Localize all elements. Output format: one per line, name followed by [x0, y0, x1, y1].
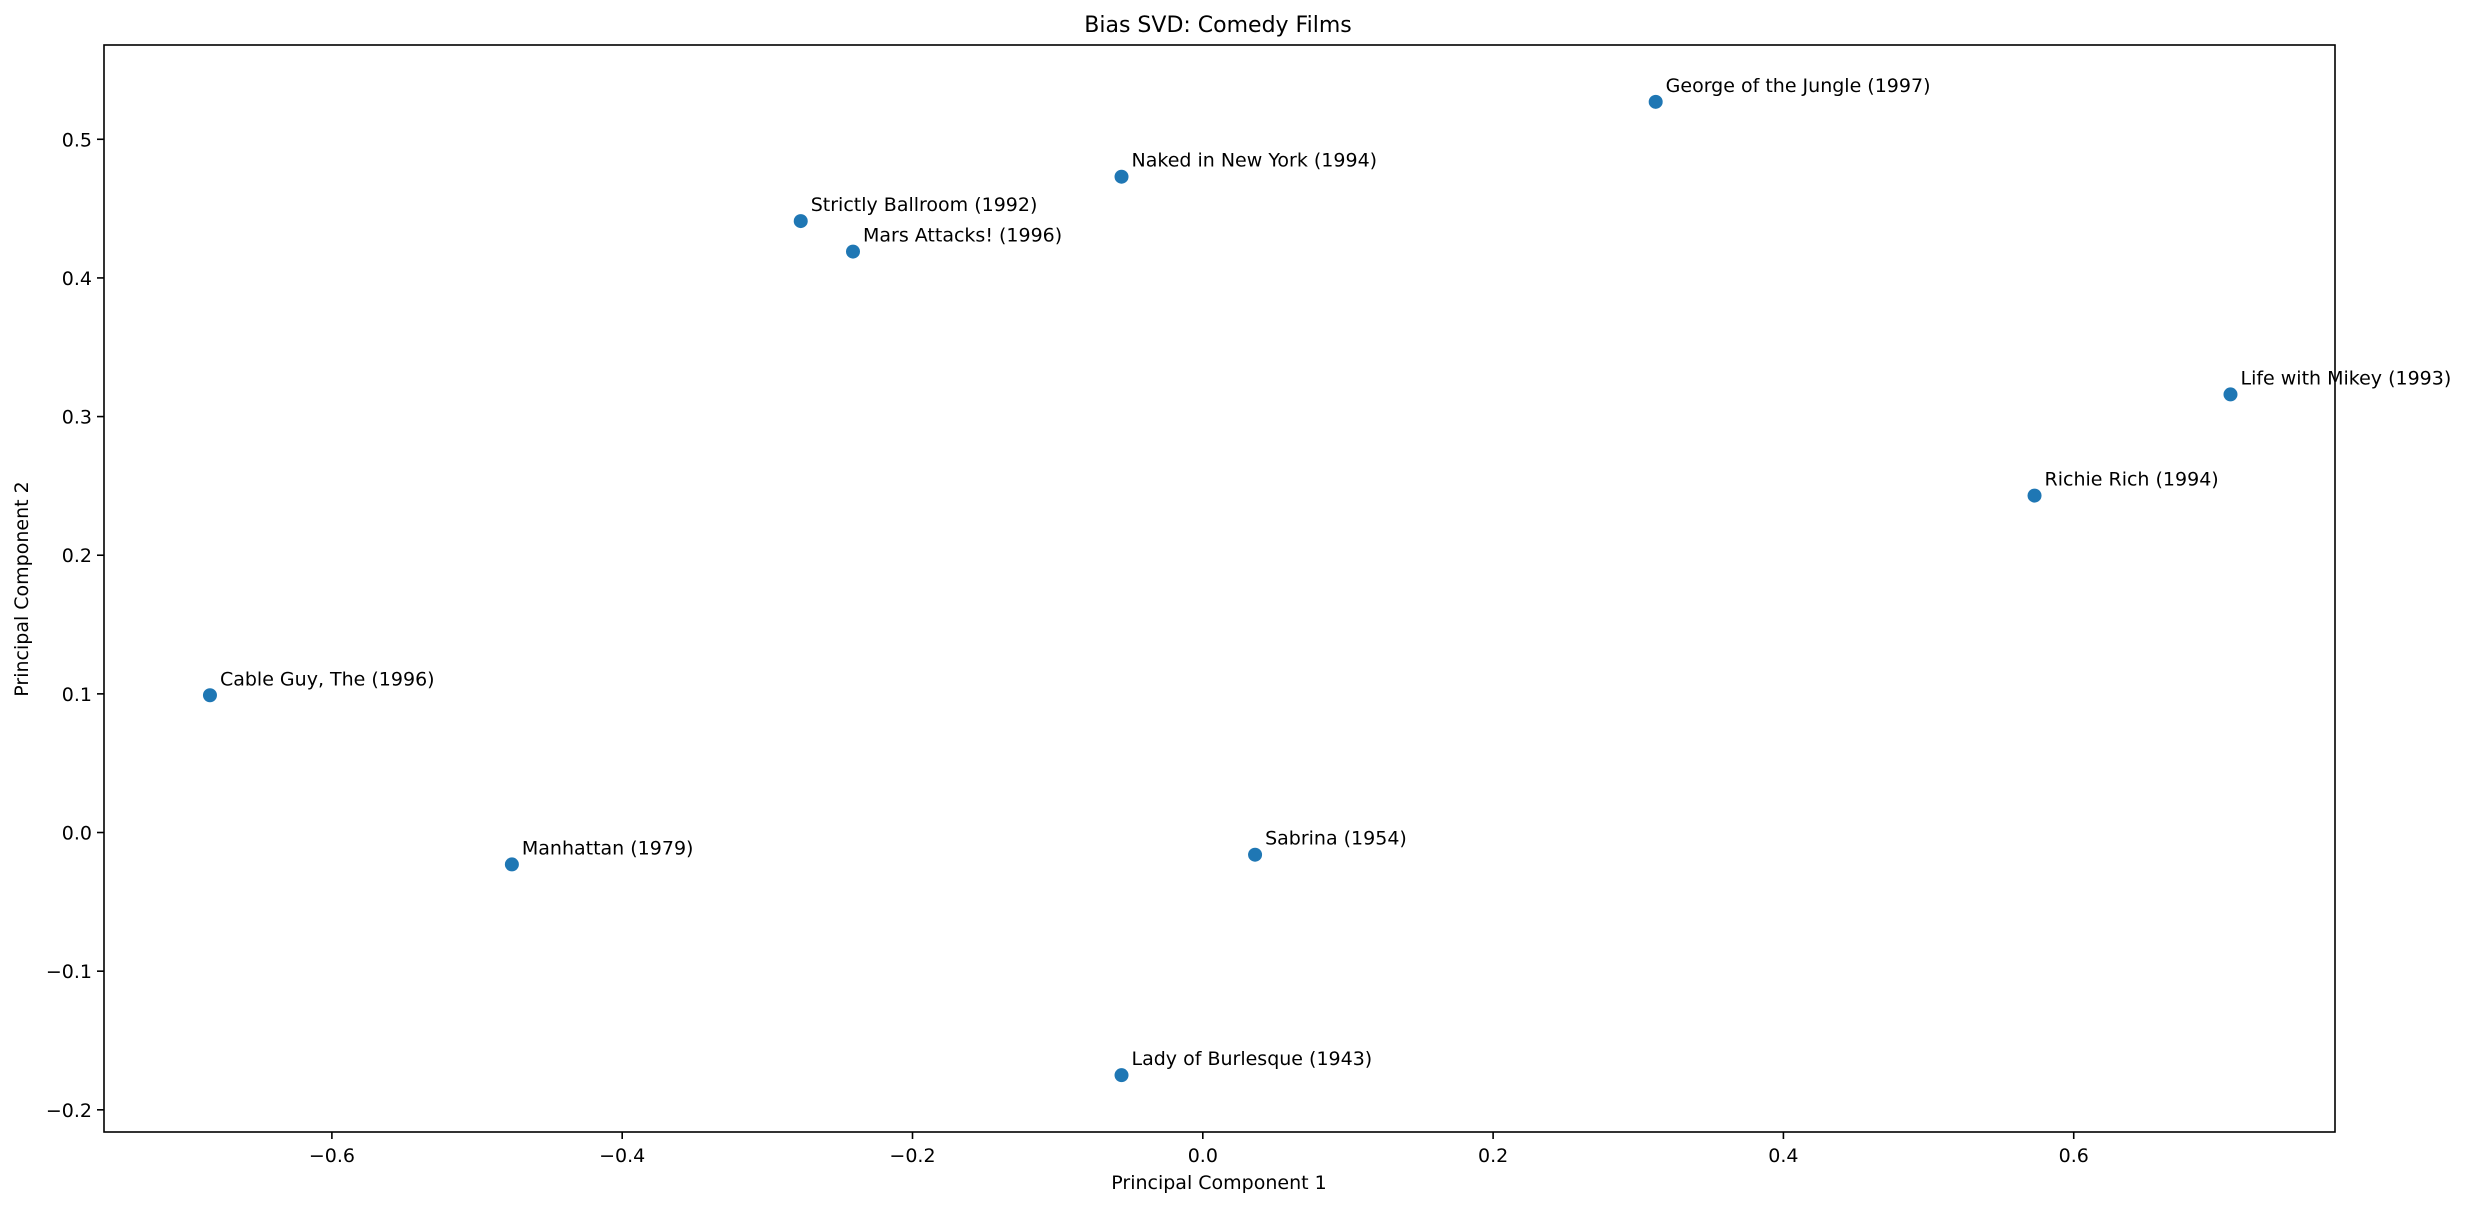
y-tick-label: 0.4	[62, 268, 92, 290]
y-tick-label: 0.1	[62, 684, 92, 706]
x-axis-label: Principal Component 1	[1111, 1172, 1326, 1194]
point-label: Sabrina (1954)	[1265, 828, 1407, 850]
y-tick-label: 0.0	[62, 823, 92, 845]
y-tick-label: 0.3	[62, 407, 92, 429]
point-label: Naked in New York (1994)	[1132, 150, 1378, 172]
point-label: George of the Jungle (1997)	[1666, 75, 1931, 97]
point-label: Life with Mikey (1993)	[2240, 367, 2451, 389]
data-point	[793, 214, 808, 229]
point-label: Lady of Burlesque (1943)	[1132, 1048, 1373, 1070]
x-tick-label: −0.4	[599, 1145, 645, 1167]
y-tick-label: −0.2	[46, 1100, 92, 1122]
x-tick-label: −0.2	[889, 1145, 935, 1167]
y-tick-label: 0.5	[62, 129, 92, 151]
data-point	[1114, 169, 1129, 184]
point-label: Mars Attacks! (1996)	[863, 225, 1062, 247]
y-axis-label: Principal Component 2	[11, 481, 33, 696]
data-point	[1648, 94, 1663, 109]
point-label: Richie Rich (1994)	[2045, 469, 2219, 491]
data-point	[845, 244, 860, 259]
y-tick-label: 0.2	[62, 545, 92, 567]
chart-title: Bias SVD: Comedy Films	[1084, 13, 1351, 38]
y-tick-label: −0.1	[46, 961, 92, 983]
data-point	[2223, 387, 2238, 402]
x-tick-label: −0.6	[309, 1145, 355, 1167]
x-tick-label: 0.0	[1188, 1145, 1218, 1167]
data-point	[504, 857, 519, 872]
x-axis: −0.6 −0.4 −0.2 0.0 0.2 0.4 0.6	[309, 1132, 2089, 1167]
x-tick-label: 0.2	[1478, 1145, 1508, 1167]
data-point	[1248, 847, 1263, 862]
data-point	[2027, 488, 2042, 503]
x-tick-label: 0.6	[2059, 1145, 2089, 1167]
data-points: George of the Jungle (1997) Naked in New …	[202, 75, 2451, 1083]
point-label: Cable Guy, The (1996)	[220, 668, 435, 690]
plot-area	[103, 44, 2336, 1133]
data-point	[1114, 1068, 1129, 1083]
point-label: Strictly Ballroom (1992)	[811, 194, 1038, 216]
point-label: Manhattan (1979)	[522, 837, 694, 859]
x-tick-label: 0.4	[1768, 1145, 1798, 1167]
data-point	[202, 688, 217, 703]
y-axis: −0.2 −0.1 0.0 0.1 0.2 0.3 0.4 0.5	[46, 129, 104, 1122]
